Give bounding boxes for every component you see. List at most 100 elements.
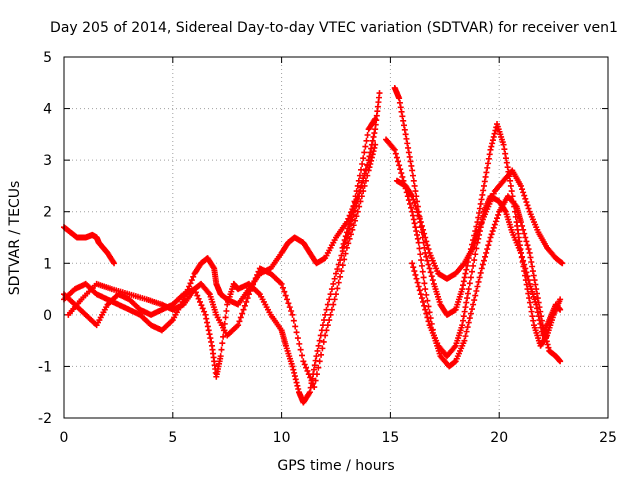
data-point [239, 310, 246, 317]
data-point [464, 290, 471, 297]
data-point [346, 235, 353, 242]
data-point [198, 302, 205, 309]
data-point [476, 274, 483, 281]
data-point [408, 162, 415, 169]
data-point [523, 269, 530, 276]
data-point [355, 177, 362, 184]
data-point [484, 164, 491, 171]
data-point [400, 117, 407, 124]
data-point [353, 213, 360, 220]
data-point [349, 226, 356, 233]
data-point [352, 193, 359, 200]
data-point [429, 277, 436, 284]
data-point [417, 291, 424, 298]
data-point [414, 231, 421, 238]
data-point [412, 188, 419, 195]
data-point [520, 257, 527, 264]
data-point [500, 141, 507, 148]
data-point [331, 296, 338, 303]
data-point [426, 265, 433, 272]
data-point [487, 234, 494, 241]
data-point [480, 187, 487, 194]
data-point [250, 281, 257, 288]
data-point [414, 209, 421, 216]
data-point [503, 159, 510, 166]
data-point [536, 317, 543, 324]
x-tick-label: 0 [60, 430, 69, 446]
data-point [252, 275, 259, 282]
data-point [363, 137, 370, 144]
data-point [326, 317, 333, 324]
data-point [392, 150, 399, 157]
data-point [406, 153, 413, 160]
x-tick-labels: 0 5 10 15 20 25 [60, 430, 617, 446]
data-point [324, 322, 331, 329]
data-point [519, 222, 526, 229]
data-point [423, 253, 430, 260]
data-point [208, 338, 215, 345]
data-point [417, 251, 424, 258]
y-tick-label: 5 [43, 50, 52, 66]
series-track-1 [61, 224, 118, 267]
data-point [461, 337, 468, 344]
data-point [407, 158, 414, 165]
data-point [557, 358, 564, 365]
data-point [237, 314, 244, 321]
data-point [517, 249, 524, 256]
data-point [311, 362, 318, 369]
data-point [414, 235, 421, 242]
series-track-6 [391, 84, 564, 349]
data-point [421, 230, 428, 237]
series-track-9 [409, 193, 564, 360]
data-point [422, 306, 429, 313]
data-point [486, 238, 493, 245]
data-point [305, 371, 312, 378]
data-point [222, 314, 229, 321]
data-point [532, 281, 539, 288]
data-point [217, 353, 224, 360]
data-point [412, 271, 419, 278]
data-point [478, 265, 485, 272]
data-point [223, 307, 230, 314]
data-point [474, 239, 481, 246]
data-point [368, 157, 375, 164]
data-point [344, 225, 351, 232]
data-point [340, 240, 347, 247]
data-point [415, 283, 422, 290]
data-point [464, 324, 471, 331]
data-point [423, 291, 430, 298]
data-point [465, 319, 472, 326]
data-point [525, 246, 532, 253]
data-point [424, 257, 431, 264]
data-point [507, 177, 514, 184]
data-point [202, 311, 209, 318]
data-point [427, 269, 434, 276]
data-point [339, 244, 346, 251]
data-point [481, 178, 488, 185]
data-point [401, 126, 408, 133]
data-point [463, 299, 470, 306]
data-point [412, 202, 419, 209]
data-point [522, 234, 529, 241]
data-point [460, 282, 467, 289]
data-point [420, 274, 427, 281]
data-point [294, 382, 301, 389]
data-point [290, 317, 297, 324]
data-point [409, 208, 416, 215]
data-point [201, 308, 208, 315]
data-point [111, 260, 118, 267]
data-point [416, 215, 423, 222]
data-point [470, 301, 477, 308]
data-point [186, 283, 193, 290]
data-point [462, 270, 469, 277]
series-track-4 [65, 141, 379, 391]
data-point [290, 366, 297, 373]
data-point [425, 318, 432, 325]
data-point [476, 231, 483, 238]
data-point [291, 373, 298, 380]
x-tick-label: 25 [599, 430, 617, 446]
data-point [412, 224, 419, 231]
data-point [475, 214, 482, 221]
data-point [319, 345, 326, 352]
data-point [281, 288, 288, 295]
